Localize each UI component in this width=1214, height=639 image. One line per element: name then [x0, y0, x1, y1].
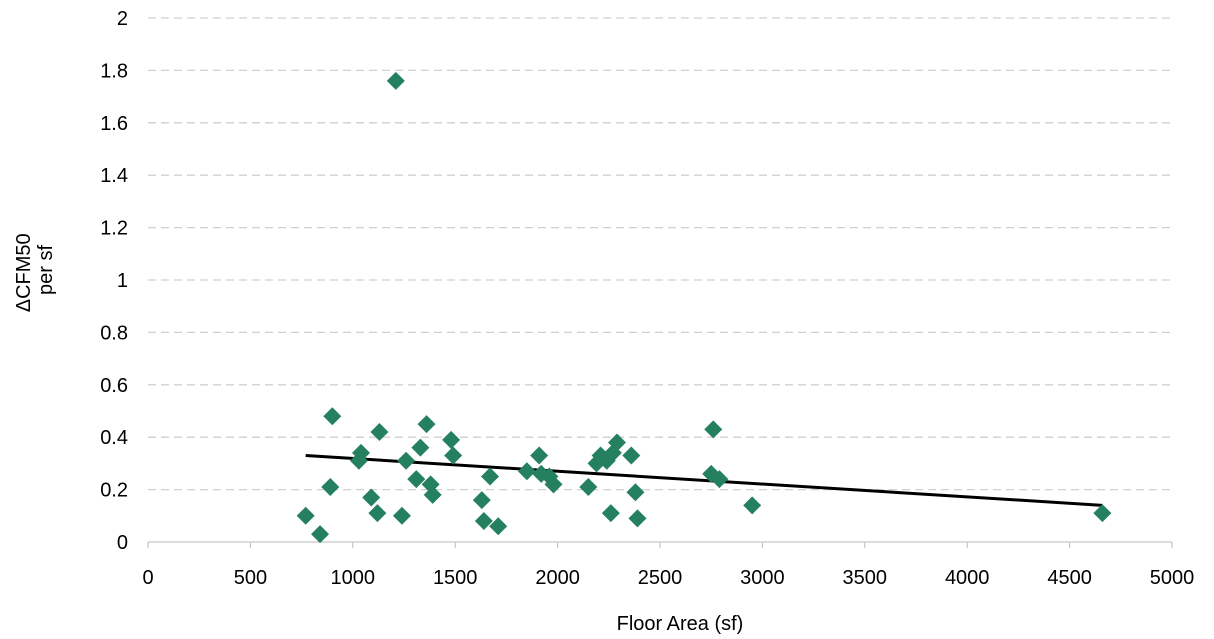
y-axis-title: ΔCFM50 per sf: [13, 228, 57, 313]
data-point: [392, 506, 411, 525]
x-axis-title: Floor Area (sf): [617, 613, 744, 635]
data-point: [370, 422, 389, 441]
data-point: [311, 525, 330, 544]
data-point: [472, 491, 491, 510]
y-tick-label: 0.4: [100, 427, 128, 449]
x-tick-label: 500: [234, 567, 267, 589]
data-point: [351, 443, 370, 462]
data-point: [489, 517, 508, 536]
y-tick-label: 0: [117, 532, 128, 554]
y-tick-label: 2: [117, 8, 128, 30]
data-point: [710, 470, 729, 489]
data-point: [386, 71, 405, 90]
data-point: [530, 446, 549, 465]
y-axis-title-line-2: per sf: [35, 245, 57, 295]
data-point: [481, 467, 500, 486]
data-point: [626, 483, 645, 502]
data-point: [444, 446, 463, 465]
data-point: [397, 451, 416, 470]
x-tick-label: 3500: [843, 567, 888, 589]
data-point: [607, 433, 626, 452]
trendline-group: [305, 454, 1103, 507]
gridlines: [148, 17, 1172, 491]
data-point: [323, 407, 342, 426]
trendline: [305, 454, 1103, 507]
data-point: [474, 512, 493, 531]
data-point: [517, 462, 536, 481]
data-point: [411, 438, 430, 457]
data-point: [321, 477, 340, 496]
x-tick-label: 5000: [1150, 567, 1195, 589]
y-tick-label: 1.2: [100, 218, 128, 240]
data-points: [296, 71, 1112, 544]
data-point: [628, 509, 647, 528]
y-axis-title-line-1: ΔCFM50: [13, 233, 35, 312]
x-tick-label: 3000: [740, 567, 785, 589]
x-tick-label: 1500: [433, 567, 478, 589]
data-point: [368, 504, 387, 523]
x-tick-label: 4000: [945, 567, 990, 589]
x-tick-label: 4500: [1047, 567, 1092, 589]
y-tick-label: 1.6: [100, 113, 128, 135]
data-point: [296, 506, 315, 525]
x-tick-label: 2000: [535, 567, 580, 589]
data-point: [601, 504, 620, 523]
x-tick-label: 2500: [638, 567, 683, 589]
y-tick-label: 1.8: [100, 60, 128, 82]
data-point: [442, 430, 461, 449]
x-tick-label: 1000: [331, 567, 376, 589]
data-point: [579, 477, 598, 496]
y-tick-labels: 0 0.2 0.4 0.6 0.8 1 1.2 1.4 1.6 1.8 2: [100, 8, 128, 554]
y-tick-label: 1: [117, 270, 128, 292]
data-point: [423, 485, 442, 504]
data-point: [362, 488, 381, 507]
data-point: [407, 470, 426, 489]
y-tick-label: 0.2: [100, 480, 128, 502]
data-point: [704, 420, 723, 439]
y-tick-label: 1.4: [100, 165, 128, 187]
axes: [147, 541, 1173, 548]
data-point: [622, 446, 641, 465]
y-tick-label: 0.8: [100, 322, 128, 344]
data-point: [417, 415, 436, 434]
data-point: [544, 475, 563, 494]
x-tick-label: 0: [142, 567, 153, 589]
y-tick-label: 0.6: [100, 375, 128, 397]
x-tick-labels: 0 500 1000 1500 2000 2500 3000 3500 4000 4500 5000: [142, 567, 1194, 589]
data-point: [1093, 504, 1112, 523]
data-point: [743, 496, 762, 515]
